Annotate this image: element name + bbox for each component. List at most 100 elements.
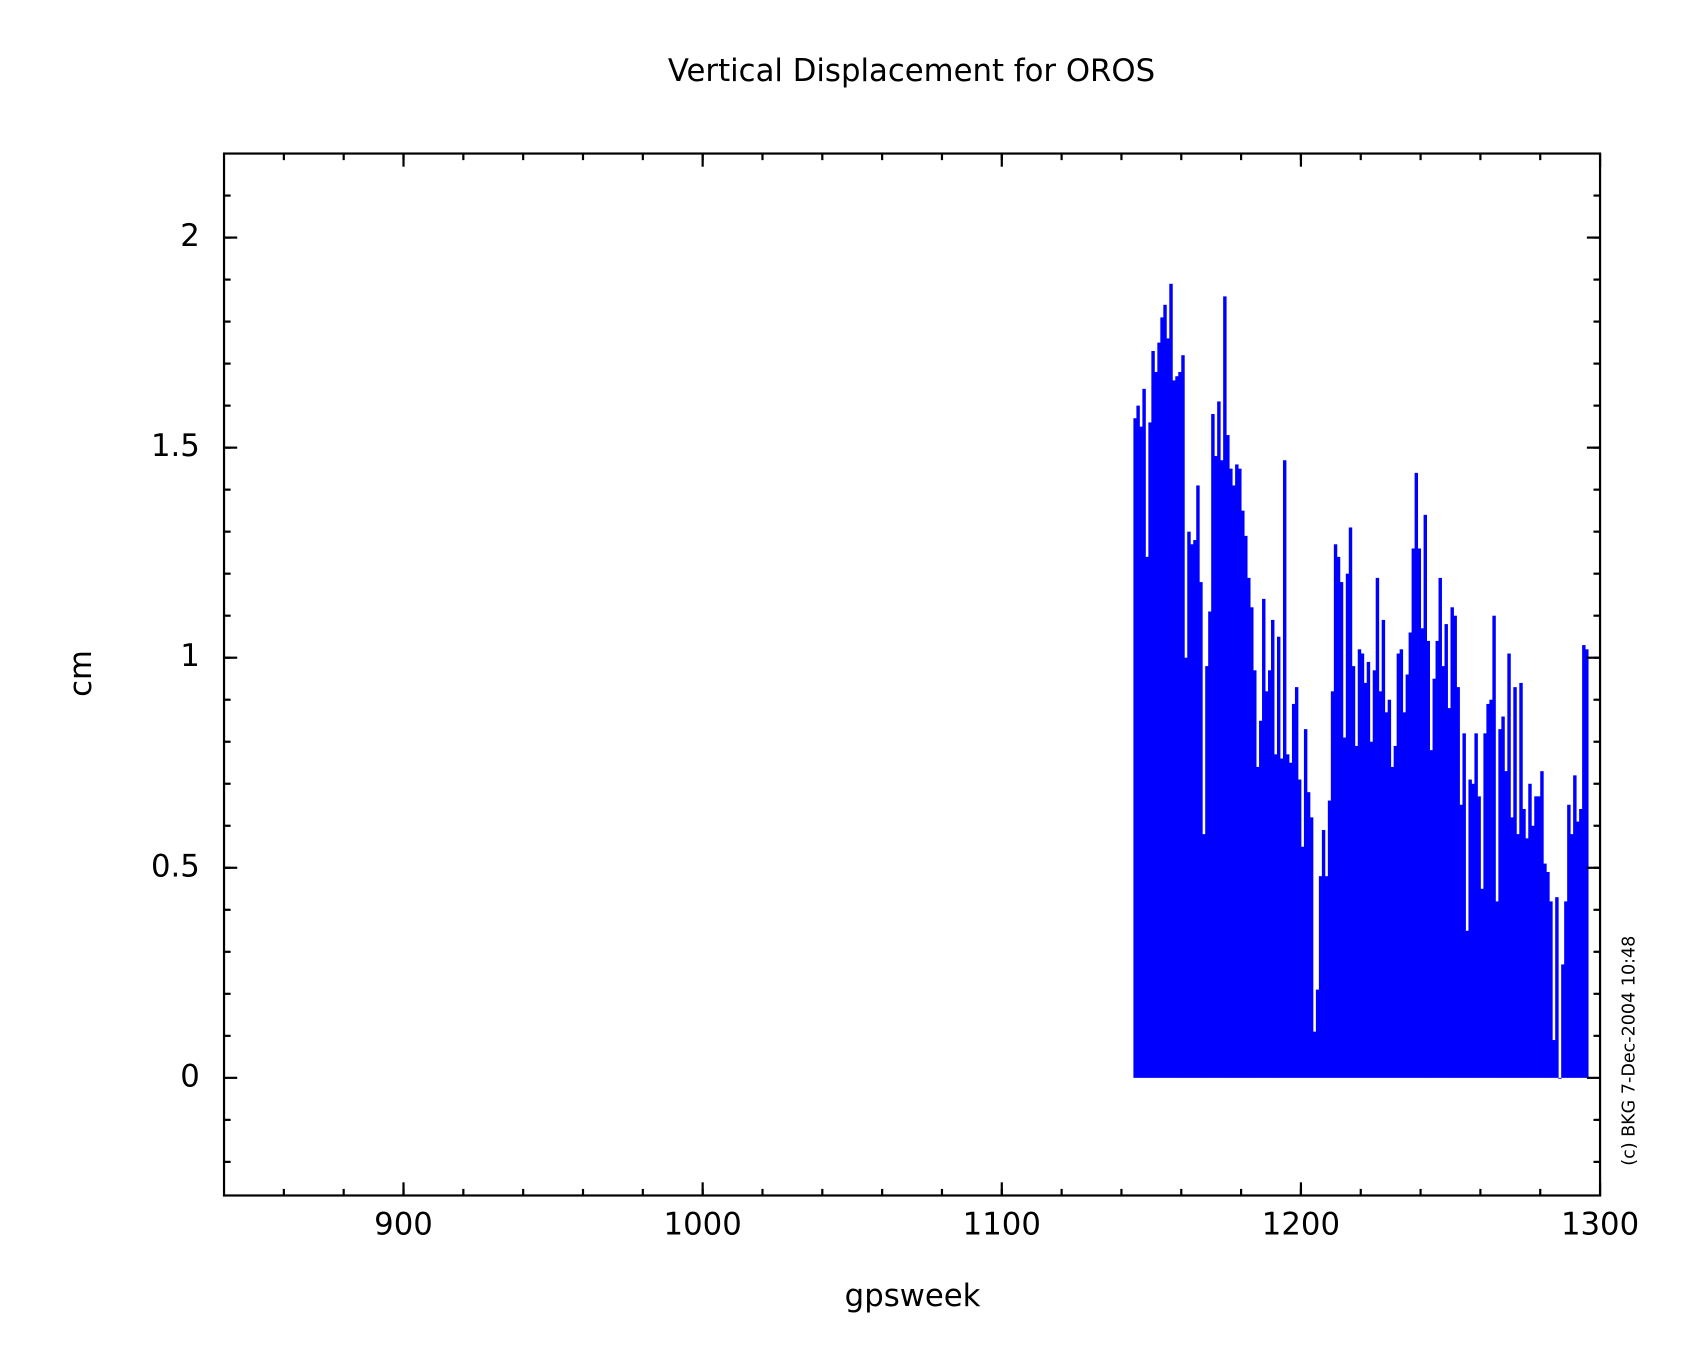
bar <box>1214 456 1218 1078</box>
bar <box>1390 766 1395 1078</box>
bar <box>1378 691 1383 1078</box>
bar <box>1187 531 1191 1078</box>
bar <box>1199 582 1203 1078</box>
bar <box>1474 733 1478 1078</box>
bar <box>1136 405 1140 1078</box>
bar <box>1369 741 1374 1078</box>
bar <box>1441 666 1445 1078</box>
bar <box>1157 342 1161 1078</box>
bar <box>1282 460 1287 1078</box>
bar <box>1363 682 1368 1078</box>
bar <box>1333 544 1338 1078</box>
bar <box>1151 351 1155 1078</box>
bar <box>1324 876 1329 1078</box>
bar <box>1217 401 1221 1078</box>
bar <box>1459 804 1463 1078</box>
bar <box>1504 771 1508 1078</box>
bar <box>1247 577 1251 1078</box>
bar <box>1145 556 1149 1078</box>
bar <box>1564 901 1568 1078</box>
bar <box>1235 464 1239 1078</box>
bar <box>1345 573 1350 1078</box>
bar <box>1262 598 1266 1078</box>
bar <box>1318 876 1323 1078</box>
bar <box>1495 901 1499 1078</box>
bar <box>1357 649 1362 1078</box>
bar <box>1244 535 1248 1078</box>
bar <box>1399 649 1404 1078</box>
bar <box>1342 737 1347 1078</box>
bar <box>1196 485 1200 1078</box>
bar <box>1573 775 1577 1078</box>
x-tick-label: 1200 <box>1262 1207 1340 1243</box>
bar <box>1393 745 1398 1078</box>
bar <box>1372 670 1377 1078</box>
y-tick-label: 1.5 <box>151 428 200 464</box>
bar <box>1309 817 1314 1078</box>
bar <box>1190 544 1194 1078</box>
bar <box>1265 691 1269 1078</box>
bar <box>1471 783 1475 1078</box>
bar <box>1300 846 1305 1078</box>
bar <box>1202 834 1206 1078</box>
bar <box>1486 703 1490 1078</box>
bar <box>1178 372 1182 1078</box>
bar <box>1477 796 1481 1078</box>
bar <box>1276 636 1281 1078</box>
bar <box>1268 670 1272 1078</box>
bar <box>1462 733 1466 1078</box>
bar <box>1327 800 1332 1078</box>
bar <box>1558 1077 1562 1079</box>
bar <box>1294 687 1299 1078</box>
bar <box>1291 703 1296 1078</box>
bar <box>1579 808 1583 1078</box>
bar <box>1531 825 1535 1078</box>
bar <box>1163 304 1167 1078</box>
bar <box>1435 640 1439 1078</box>
bar <box>1360 653 1365 1078</box>
bar <box>1288 762 1293 1078</box>
bar <box>1408 632 1413 1078</box>
bar <box>1513 687 1517 1078</box>
bar <box>1303 729 1308 1078</box>
bar <box>1250 607 1254 1078</box>
x-axis-label: gpsweek <box>845 1278 981 1314</box>
bar <box>1226 435 1230 1078</box>
bar <box>1540 771 1544 1078</box>
y-tick-label: 0.5 <box>151 848 200 884</box>
bar <box>1522 808 1526 1078</box>
bar <box>1330 691 1335 1078</box>
bar <box>1181 355 1185 1078</box>
bar <box>1154 372 1158 1078</box>
x-tick-label: 900 <box>374 1207 433 1243</box>
bar <box>1321 829 1326 1078</box>
x-tick-label: 1300 <box>1561 1207 1639 1243</box>
bar <box>1510 817 1514 1078</box>
bar <box>1582 645 1586 1078</box>
bar <box>1492 615 1496 1078</box>
bar <box>1543 863 1547 1078</box>
bar <box>1279 758 1284 1078</box>
bar <box>1238 468 1242 1078</box>
y-tick-label: 1 <box>180 638 200 674</box>
bar <box>1271 619 1275 1078</box>
x-tick-label: 1100 <box>963 1207 1041 1243</box>
bar <box>1549 901 1553 1078</box>
bar <box>1148 422 1152 1078</box>
bar <box>1444 624 1448 1078</box>
y-tick-label: 0 <box>180 1058 200 1094</box>
chart-title: Vertical Displacement for OROS <box>668 53 1155 89</box>
bar <box>1315 989 1320 1078</box>
bar <box>1339 582 1344 1078</box>
bar <box>1432 678 1436 1078</box>
bar <box>1420 628 1425 1078</box>
bar <box>1172 380 1176 1078</box>
bar <box>1519 682 1523 1078</box>
bar <box>1456 687 1460 1078</box>
ticks: 900 1000 1100 1200 1300 0 0.5 1 1.5 2 <box>151 153 1639 1243</box>
bar <box>1348 527 1353 1078</box>
y-axis-label: cm <box>63 650 99 697</box>
bar <box>1232 485 1236 1078</box>
bar <box>1375 577 1380 1078</box>
